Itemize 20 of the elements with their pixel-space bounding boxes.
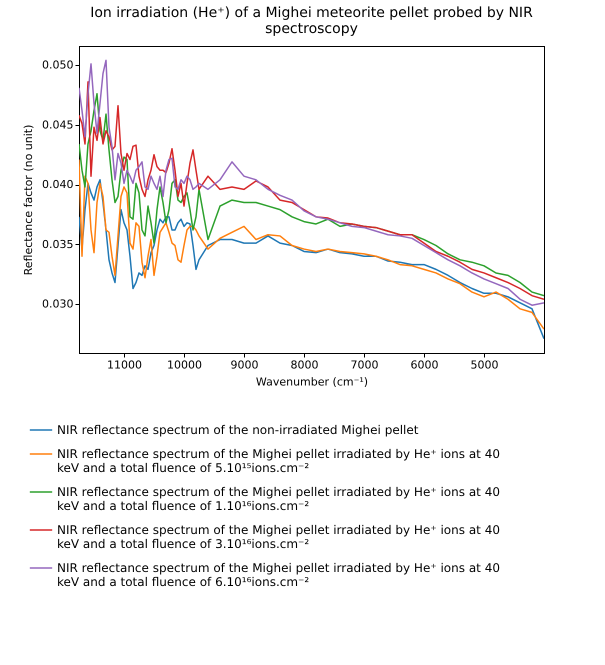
y-axis-title: Reflectance factor (no unit)	[22, 124, 36, 276]
x-tick-label: 11000	[107, 358, 142, 372]
x-tick-label: 7000	[350, 358, 378, 372]
legend-label: NIR reflectance spectrum of the Mighei pellet irradiated by He⁺ ions at 40 keV and a total fluence of 5.10¹⁵ions.cm⁻²	[57, 447, 500, 475]
legend-label: NIR reflectance spectrum of the Mighei pellet irradiated by He⁺ ions at 40 keV and a total fluence of 1.10¹⁶ions.cm⁻²	[57, 485, 500, 513]
chart-title: Ion irradiation (He⁺) of a Mighei meteorite pellet probed by NIR spectroscopy	[90, 5, 534, 37]
legend-label: NIR reflectance spectrum of the Mighei pellet irradiated by He⁺ ions at 40 keV and a total fluence of 3.10¹⁶ions.cm⁻²	[57, 523, 500, 551]
x-tick-label: 9000	[230, 358, 258, 372]
y-tick-label: 0.030	[42, 298, 74, 311]
x-tick-label: 6000	[410, 358, 438, 372]
y-tick-label: 0.035	[42, 238, 74, 251]
legend-label: NIR reflectance spectrum of the Mighei pellet irradiated by He⁺ ions at 40 keV and a total fluence of 6.10¹⁶ions.cm⁻²	[57, 561, 500, 589]
y-tick-label: 0.045	[42, 118, 74, 132]
y-tick-label: 0.050	[42, 58, 74, 72]
x-axis-title: Wavenumber (cm⁻¹)	[256, 376, 368, 388]
y-tick-label: 0.040	[42, 178, 74, 192]
x-tick-label: 5000	[470, 358, 498, 372]
x-tick-label: 10000	[167, 358, 202, 372]
legend-label: NIR reflectance spectrum of the non-irradiated Mighei pellet	[57, 423, 419, 437]
x-tick-label: 8000	[290, 358, 318, 372]
